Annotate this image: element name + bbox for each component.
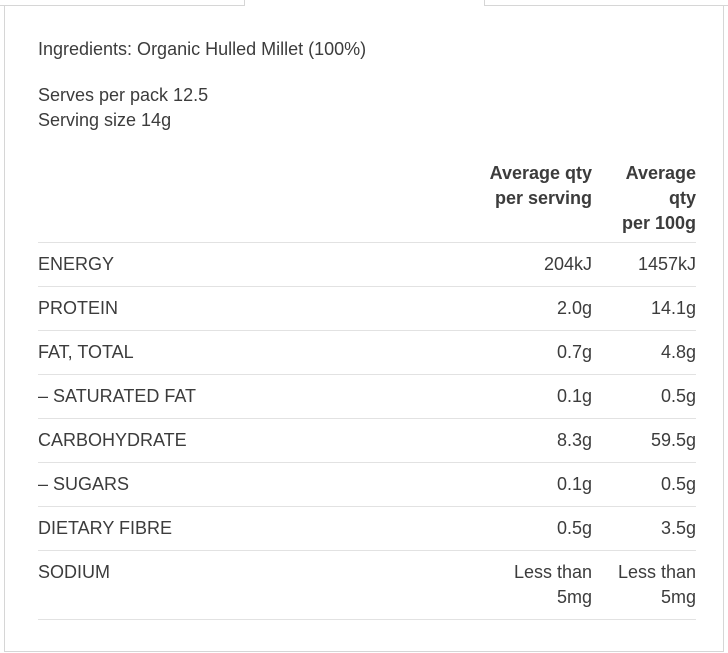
- value-line: Less than: [513, 562, 592, 582]
- table-row: – SATURATED FAT 0.1g 0.5g: [38, 374, 696, 419]
- value-line: Less than: [617, 562, 696, 582]
- header-line: qty: [669, 188, 696, 208]
- serving-size: Serving size 14g: [38, 110, 172, 130]
- ingredients-text: Ingredients: Organic Hulled Millet (100%…: [38, 39, 367, 59]
- tab-strip: [0, 0, 728, 6]
- nutrition-table: Average qty per serving Average qty per …: [38, 157, 696, 620]
- nutrient-name: PROTEIN: [38, 286, 432, 331]
- header-line: Average: [625, 163, 696, 183]
- per-serving-value: Less than 5mg: [432, 550, 592, 620]
- value-line: 5mg: [556, 587, 592, 607]
- table-row: FAT, TOTAL 0.7g 4.8g: [38, 330, 696, 375]
- table-row: SODIUM Less than 5mg Less than 5mg: [38, 550, 696, 620]
- per-100g-value: 0.5g: [592, 374, 696, 419]
- per-100g-value: 3.5g: [592, 506, 696, 551]
- nutrient-name: FAT, TOTAL: [38, 330, 432, 375]
- per-serving-value: 2.0g: [432, 286, 592, 331]
- header-line: per 100g: [621, 213, 696, 233]
- header-line: per serving: [494, 188, 592, 208]
- per-100g-header: Average qty per 100g: [592, 157, 696, 243]
- nutrient-name: – SUGARS: [38, 462, 432, 507]
- serves-per-pack: Serves per pack 12.5: [38, 85, 209, 105]
- per-100g-value: 59.5g: [592, 418, 696, 463]
- table-row: CARBOHYDRATE 8.3g 59.5g: [38, 418, 696, 463]
- header-line: Average qty: [489, 163, 592, 183]
- tab-right-edge[interactable]: [484, 0, 728, 6]
- per-100g-value: 4.8g: [592, 330, 696, 375]
- per-100g-value: Less than 5mg: [592, 550, 696, 620]
- per-serving-value: 8.3g: [432, 418, 592, 463]
- nutrient-name: CARBOHYDRATE: [38, 418, 432, 463]
- table-row: PROTEIN 2.0g 14.1g: [38, 286, 696, 331]
- table-row: – SUGARS 0.1g 0.5g: [38, 462, 696, 507]
- per-serving-header: Average qty per serving: [432, 157, 592, 243]
- per-serving-value: 0.7g: [432, 330, 592, 375]
- per-serving-value: 0.1g: [432, 374, 592, 419]
- nutrient-name: ENERGY: [38, 242, 432, 287]
- per-100g-value: 14.1g: [592, 286, 696, 331]
- nutrient-header: [38, 157, 432, 243]
- nutrient-name: – SATURATED FAT: [38, 374, 432, 419]
- nutrition-panel: Ingredients: Organic Hulled Millet (100%…: [4, 5, 724, 652]
- per-serving-value: 204kJ: [432, 242, 592, 287]
- serving-info: Serves per pack 12.5 Serving size 14g: [38, 83, 208, 133]
- per-100g-value: 0.5g: [592, 462, 696, 507]
- table-row: ENERGY 204kJ 1457kJ: [38, 242, 696, 287]
- nutrition-header-row: Average qty per serving Average qty per …: [38, 157, 696, 243]
- value-line: 5mg: [660, 587, 696, 607]
- table-row: DIETARY FIBRE 0.5g 3.5g: [38, 506, 696, 551]
- per-serving-value: 0.1g: [432, 462, 592, 507]
- nutrient-name: SODIUM: [38, 550, 432, 620]
- tab-left-edge[interactable]: [0, 0, 245, 6]
- per-serving-value: 0.5g: [432, 506, 592, 551]
- per-100g-value: 1457kJ: [592, 242, 696, 287]
- nutrient-name: DIETARY FIBRE: [38, 506, 432, 551]
